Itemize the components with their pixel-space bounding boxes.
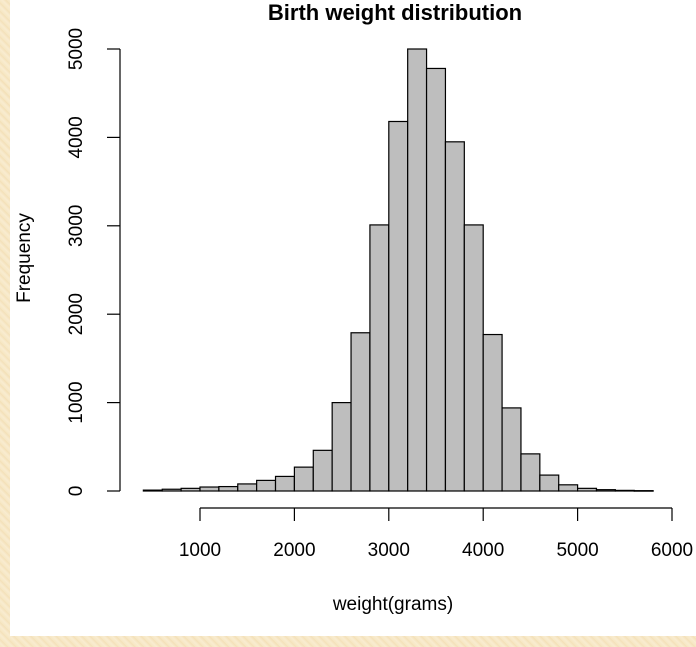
histogram-bar-3400-3600 (425, 67, 447, 492)
histogram-bar-3800-4000 (463, 224, 484, 492)
x-tick-label: 4000 (462, 540, 504, 561)
histogram-bar-600-800 (161, 488, 182, 492)
x-tick-label: 3000 (368, 540, 410, 561)
histogram-bar-3600-3800 (444, 141, 465, 492)
histogram-bar-800-1000 (180, 487, 201, 492)
histogram-bar-5200-5400 (595, 489, 616, 492)
histogram-bar-1400-1600 (237, 483, 258, 492)
histogram-bar-5000-5200 (576, 487, 598, 492)
histogram-bar-4200-4400 (501, 407, 522, 492)
y-axis-label: Frequency (14, 213, 35, 303)
histogram-bar-2200-2400 (312, 449, 333, 492)
histogram-bar-4800-5000 (558, 484, 579, 492)
x-tick-label: 1000 (179, 540, 221, 561)
histogram-bar-5400-5600 (614, 489, 635, 492)
histogram-bar-400-600 (142, 489, 163, 492)
histogram-bar-4600-4800 (539, 474, 560, 492)
y-axis: 0 1000 2000 3000 4000 5000 (66, 28, 121, 497)
histogram-bars (142, 48, 654, 492)
y-tick-label: 1000 (66, 381, 87, 423)
x-axis-label: weight(grams) (332, 594, 453, 615)
y-tick-label: 0 (66, 486, 87, 497)
histogram-bar-2000-2200 (293, 466, 314, 492)
chart-title: Birth weight distribution (268, 0, 522, 25)
histogram-bar-4000-4200 (482, 333, 503, 492)
histogram-bar-2400-2600 (331, 402, 352, 492)
y-tick-label: 3000 (66, 205, 87, 247)
histogram-bar-3200-3400 (407, 48, 428, 492)
y-tick-label: 5000 (66, 28, 87, 70)
y-tick-label: 2000 (66, 293, 87, 335)
plot-panel (10, 0, 696, 636)
x-tick-label: 2000 (273, 540, 315, 561)
histogram-bar-2800-3000 (369, 224, 390, 492)
histogram-bar-4400-4600 (520, 453, 541, 492)
histogram-bar-5600-5800 (633, 490, 654, 492)
histogram-bar-3000-3200 (388, 120, 409, 492)
histogram-bar-1800-2000 (274, 475, 295, 492)
histogram-bar-2600-2800 (350, 332, 371, 492)
histogram-bar-1200-1400 (218, 485, 239, 492)
x-tick-label: 5000 (556, 540, 598, 561)
x-axis: 1000 2000 3000 4000 5000 6000 (179, 507, 693, 561)
histogram-bar-1600-1800 (256, 479, 277, 492)
x-tick-label: 6000 (651, 540, 693, 561)
histogram-bar-1000-1200 (199, 486, 220, 492)
y-tick-label: 4000 (66, 116, 87, 158)
